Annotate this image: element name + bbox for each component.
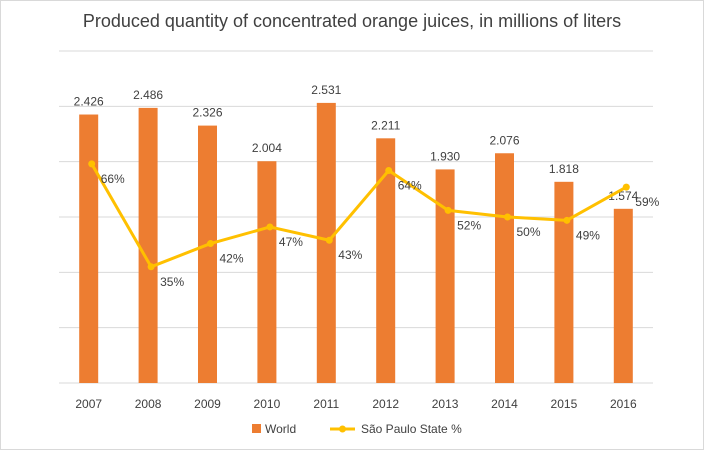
line-point bbox=[504, 213, 511, 221]
bar bbox=[138, 107, 158, 384]
bar bbox=[435, 169, 455, 383]
x-tick-label: 2013 bbox=[432, 397, 459, 411]
legend-label-world: World bbox=[265, 422, 296, 436]
bar bbox=[257, 161, 277, 383]
line-point bbox=[88, 160, 96, 168]
legend-swatch-marker bbox=[339, 425, 346, 433]
bar bbox=[79, 114, 99, 383]
bar bbox=[198, 125, 217, 384]
chart-title: Produced quantity of concentrated orange… bbox=[82, 11, 622, 31]
bar-value-label: 2.004 bbox=[252, 141, 282, 155]
x-tick-label: 2007 bbox=[75, 397, 102, 411]
line-value-label: 52% bbox=[457, 218, 481, 232]
x-tick-label: 2009 bbox=[194, 397, 221, 411]
x-tick-label: 2012 bbox=[372, 397, 399, 411]
bar-value-label: 1.930 bbox=[430, 149, 460, 163]
legend-swatch-world bbox=[252, 424, 261, 433]
line-value-label: 35% bbox=[160, 275, 184, 289]
line-point bbox=[207, 240, 214, 248]
legend-label-sao-paulo: São Paulo State % bbox=[361, 422, 462, 436]
bar-value-label: 2.326 bbox=[192, 106, 222, 120]
x-tick-label: 2016 bbox=[610, 397, 637, 411]
line-value-label: 47% bbox=[279, 235, 303, 249]
bar bbox=[554, 181, 574, 383]
line-value-label: 64% bbox=[398, 179, 422, 193]
line-value-label: 43% bbox=[338, 248, 362, 262]
bar-value-label: 2.211 bbox=[371, 118, 400, 132]
bar bbox=[495, 153, 514, 383]
line-value-label: 42% bbox=[220, 252, 244, 266]
bar-value-label: 2.076 bbox=[489, 133, 519, 147]
series-line bbox=[90, 163, 628, 269]
bar bbox=[376, 138, 396, 383]
line-value-label: 59% bbox=[635, 195, 659, 209]
line-value-label: 50% bbox=[517, 225, 541, 239]
x-tick-label: 2008 bbox=[135, 397, 162, 411]
bar-value-label: 1.818 bbox=[549, 162, 579, 176]
line-point bbox=[266, 223, 274, 231]
bar-value-label: 2.426 bbox=[74, 95, 104, 109]
line-point bbox=[563, 216, 571, 224]
x-tick-label: 2015 bbox=[551, 397, 578, 411]
bar-value-label: 2.531 bbox=[311, 83, 341, 97]
line-point bbox=[622, 183, 630, 191]
bar bbox=[316, 102, 336, 384]
line-point bbox=[385, 167, 393, 175]
bar-value-label: 2.486 bbox=[133, 88, 163, 102]
line-point bbox=[444, 206, 452, 214]
line-point bbox=[147, 263, 155, 271]
x-tick-label: 2011 bbox=[313, 397, 339, 411]
line-point bbox=[325, 236, 333, 244]
bar bbox=[613, 208, 633, 383]
line-value-label: 66% bbox=[101, 172, 125, 186]
x-tick-label: 2010 bbox=[254, 397, 281, 411]
line-value-label: 49% bbox=[576, 228, 600, 242]
x-tick-label: 2014 bbox=[491, 397, 518, 411]
